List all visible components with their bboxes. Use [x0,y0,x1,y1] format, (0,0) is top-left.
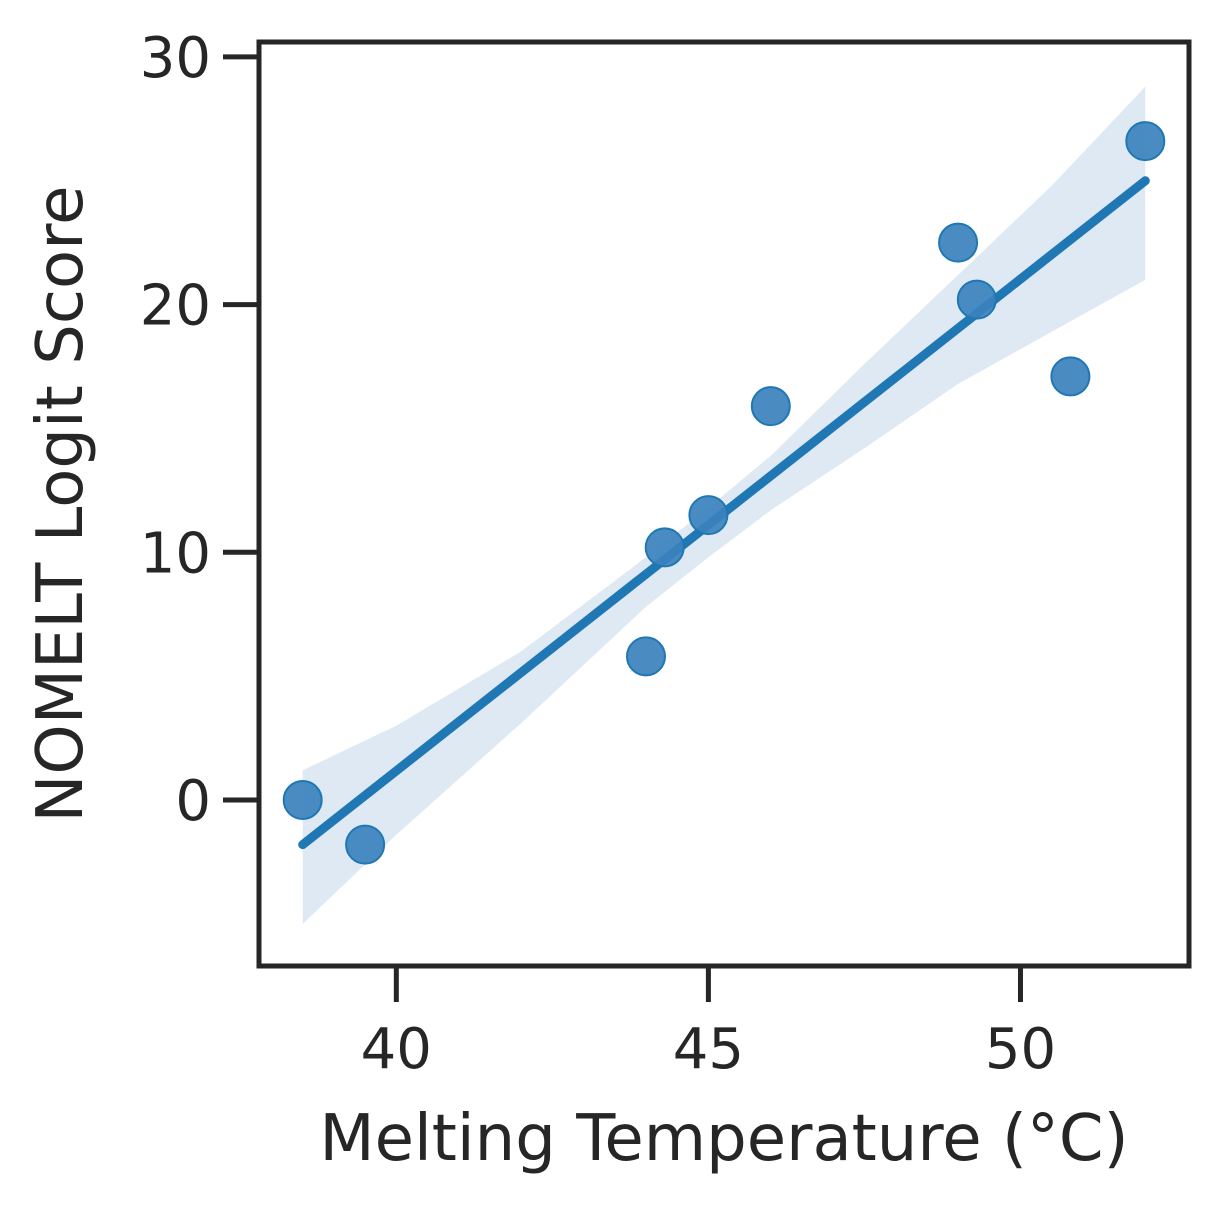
x-tick-label-40: 40 [361,1017,432,1082]
y-axis-title: NOMELT Logit Score [24,186,98,823]
y-axis-ticks: 0 10 20 30 [140,26,259,834]
y-tick-label-0: 0 [175,769,211,834]
x-axis-ticks: 40 45 50 [361,966,1056,1082]
data-point-2 [345,824,386,865]
data-points-layer [282,121,1166,865]
data-point-7 [938,222,979,263]
data-point-9 [1050,356,1091,397]
data-point-8 [956,279,997,320]
y-tick-label-10: 10 [140,521,211,586]
y-tick-label-30: 30 [140,26,211,91]
data-point-3 [625,636,666,677]
data-point-1 [282,780,323,821]
data-point-4 [644,527,685,568]
plot-frame [256,39,1192,969]
data-point-10 [1125,121,1166,162]
data-point-5 [688,495,729,536]
x-axis-title: Melting Temperature (°C) [319,1102,1128,1176]
x-tick-label-45: 45 [673,1017,744,1082]
x-tick-label-50: 50 [985,1017,1056,1082]
data-point-6 [750,386,791,427]
y-tick-label-20: 20 [140,274,211,339]
